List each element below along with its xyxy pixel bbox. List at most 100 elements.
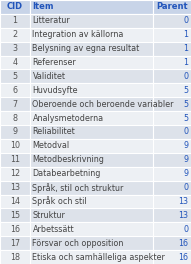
Bar [30, 208, 153, 222]
Bar [0, 83, 30, 97]
Bar [30, 97, 153, 111]
Bar [0, 250, 30, 264]
Text: 4: 4 [12, 58, 17, 67]
Text: Litteratur: Litteratur [32, 16, 70, 25]
Text: 14: 14 [10, 197, 20, 206]
Bar [0, 0, 30, 14]
Bar [153, 0, 191, 14]
Bar [30, 195, 153, 208]
Bar [30, 181, 153, 195]
Bar [30, 83, 153, 97]
Bar [30, 139, 153, 153]
Bar [153, 153, 191, 167]
Text: 0: 0 [183, 183, 188, 192]
Text: 2: 2 [12, 30, 17, 39]
Bar [30, 111, 153, 125]
Bar [153, 167, 191, 181]
Text: 5: 5 [183, 86, 188, 95]
Text: CID: CID [7, 2, 23, 11]
Text: Metodval: Metodval [32, 142, 70, 150]
Text: 16: 16 [178, 239, 188, 248]
Bar [153, 139, 191, 153]
Bar [30, 167, 153, 181]
Bar [153, 236, 191, 250]
Text: 1: 1 [183, 30, 188, 39]
Bar [0, 236, 30, 250]
Text: 9: 9 [12, 128, 17, 136]
Text: Språk, stil och struktur: Språk, stil och struktur [32, 183, 124, 192]
Text: 5: 5 [183, 114, 188, 122]
Bar [153, 181, 191, 195]
Text: 7: 7 [12, 100, 17, 109]
Bar [153, 56, 191, 69]
Text: 1: 1 [183, 58, 188, 67]
Text: 0: 0 [183, 128, 188, 136]
Bar [30, 28, 153, 42]
Bar [0, 125, 30, 139]
Bar [0, 181, 30, 195]
Bar [30, 222, 153, 236]
Bar [0, 111, 30, 125]
Text: Språk och stil: Språk och stil [32, 196, 87, 206]
Text: 1: 1 [12, 16, 17, 25]
Bar [153, 69, 191, 83]
Text: Analysmetoderna: Analysmetoderna [32, 114, 104, 122]
Text: 13: 13 [178, 197, 188, 206]
Text: 9: 9 [183, 169, 188, 178]
Text: Item: Item [32, 2, 54, 11]
Text: 15: 15 [10, 211, 20, 220]
Text: 13: 13 [178, 211, 188, 220]
Bar [30, 69, 153, 83]
Bar [30, 0, 153, 14]
Text: 5: 5 [183, 100, 188, 109]
Text: Validitet: Validitet [32, 72, 66, 81]
Text: Försvar och opposition: Försvar och opposition [32, 239, 124, 248]
Bar [30, 236, 153, 250]
Text: Referenser: Referenser [32, 58, 76, 67]
Text: Parent: Parent [156, 2, 188, 11]
Bar [0, 14, 30, 28]
Text: 12: 12 [10, 169, 20, 178]
Bar [153, 208, 191, 222]
Bar [0, 42, 30, 56]
Text: Belysning av egna resultat: Belysning av egna resultat [32, 44, 140, 53]
Bar [153, 42, 191, 56]
Text: 17: 17 [10, 239, 20, 248]
Text: Integration av källorna: Integration av källorna [32, 30, 124, 39]
Text: 0: 0 [183, 16, 188, 25]
Bar [0, 153, 30, 167]
Text: 3: 3 [12, 44, 17, 53]
Bar [153, 28, 191, 42]
Bar [153, 14, 191, 28]
Bar [153, 83, 191, 97]
Text: 1: 1 [183, 44, 188, 53]
Text: 13: 13 [10, 183, 20, 192]
Bar [0, 28, 30, 42]
Text: 11: 11 [10, 155, 20, 164]
Text: Struktur: Struktur [32, 211, 65, 220]
Bar [153, 111, 191, 125]
Text: Reliabilitet: Reliabilitet [32, 128, 75, 136]
Bar [30, 153, 153, 167]
Bar [0, 208, 30, 222]
Bar [0, 97, 30, 111]
Bar [0, 56, 30, 69]
Bar [153, 195, 191, 208]
Bar [0, 69, 30, 83]
Text: Oberoende och beroende variabler: Oberoende och beroende variabler [32, 100, 174, 109]
Bar [30, 42, 153, 56]
Text: 9: 9 [183, 155, 188, 164]
Bar [30, 56, 153, 69]
Text: Huvudsyfte: Huvudsyfte [32, 86, 78, 95]
Text: Etiska och samhälleliga aspekter: Etiska och samhälleliga aspekter [32, 253, 165, 262]
Text: 10: 10 [10, 142, 20, 150]
Bar [0, 167, 30, 181]
Bar [30, 125, 153, 139]
Bar [153, 222, 191, 236]
Text: 16: 16 [10, 225, 20, 234]
Bar [0, 139, 30, 153]
Bar [30, 14, 153, 28]
Bar [153, 125, 191, 139]
Text: 5: 5 [12, 72, 17, 81]
Text: 18: 18 [10, 253, 20, 262]
